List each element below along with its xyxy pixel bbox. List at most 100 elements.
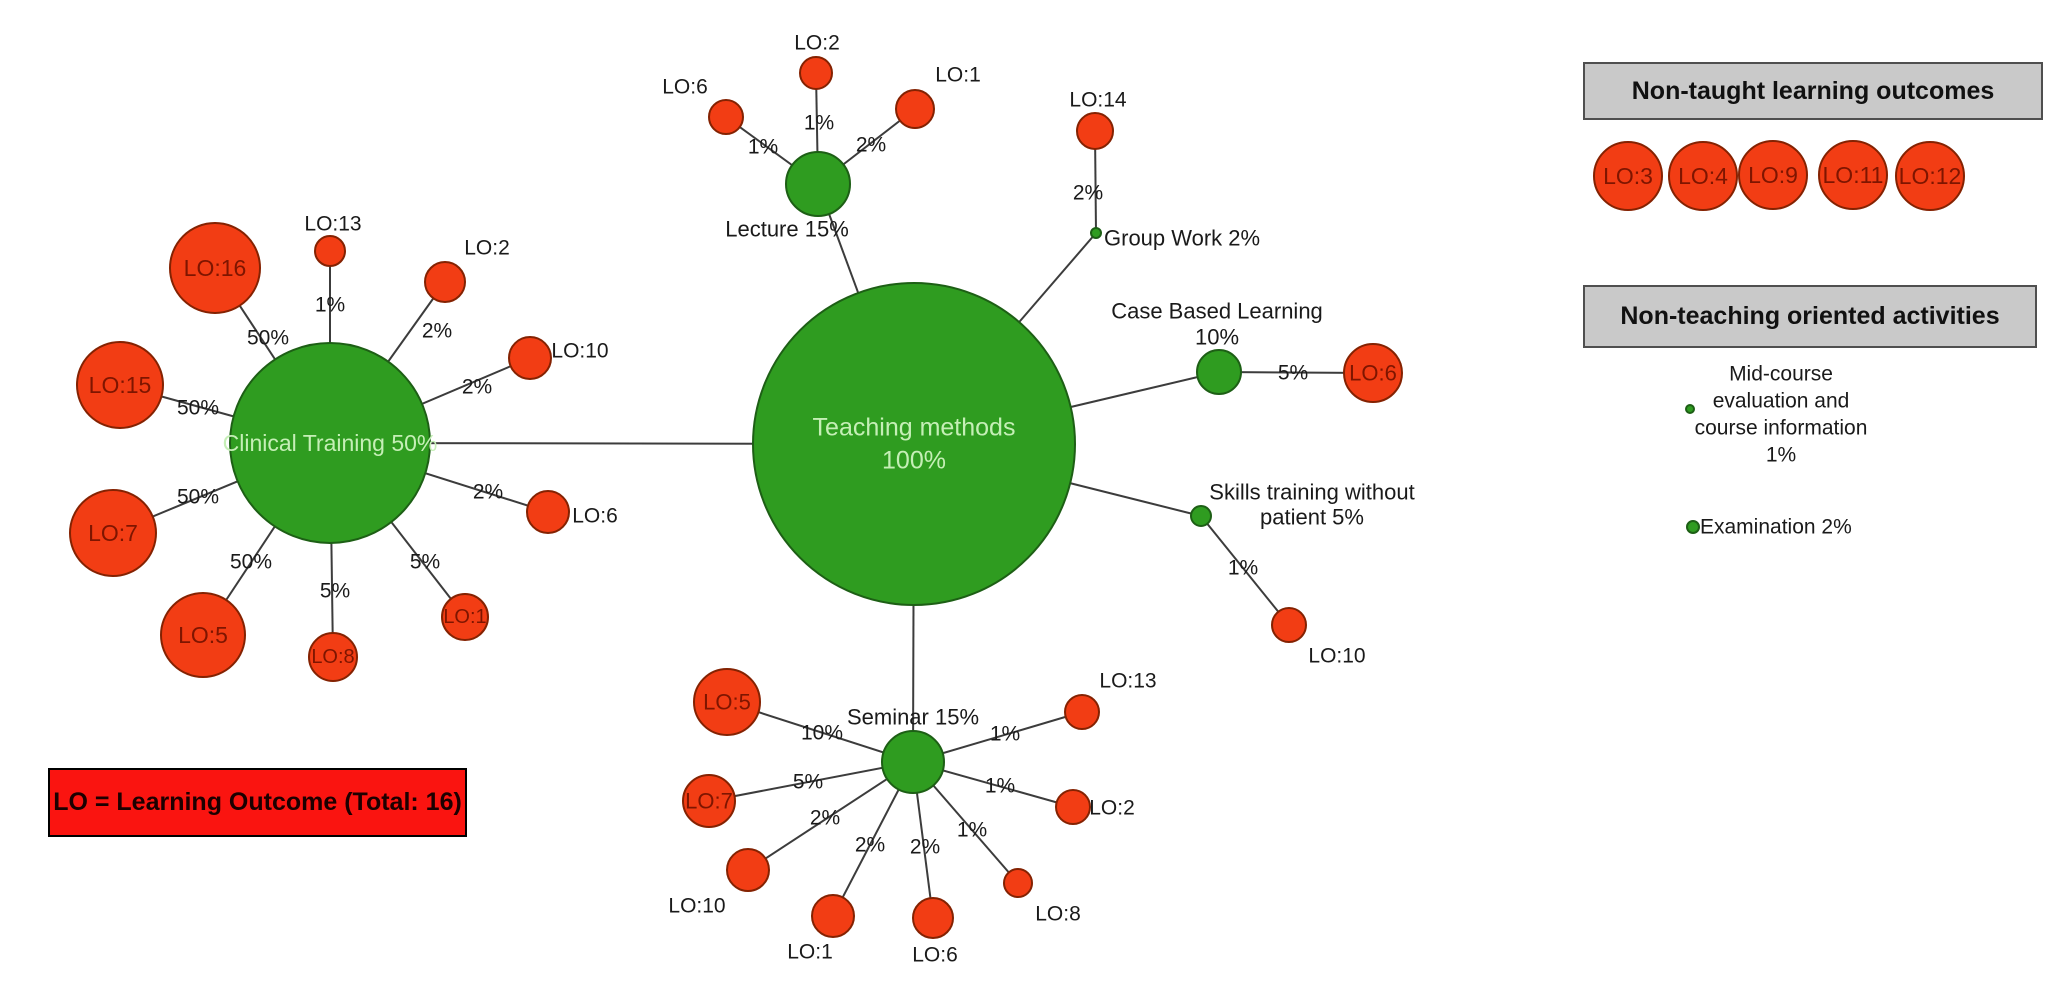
node-label-nt-lo12: LO:12 <box>1899 163 1962 189</box>
seminar-lo1-label: LO:1 <box>787 941 833 964</box>
edge-label-seminar-seminar-lo8: 1% <box>957 819 987 842</box>
node-label-clinical-lo7: LO:7 <box>88 520 138 546</box>
edge-label-skills-training-skills-lo10: 1% <box>1228 557 1258 580</box>
node-seminar-lo6 <box>912 897 954 939</box>
node-seminar-lo10 <box>726 848 770 892</box>
edge-label-clinical-training-clinical-lo13: 1% <box>315 294 345 317</box>
edge-label-clinical-training-clinical-lo1: 5% <box>410 551 440 574</box>
clinical-lo2-label: LO:2 <box>464 237 510 260</box>
edge-seminar-seminar-lo7 <box>708 761 914 802</box>
edge-label-lecture-lecture-lo1: 2% <box>856 134 886 157</box>
node-clinical-lo10 <box>508 336 552 380</box>
node-label-cbl-lo6: LO:6 <box>1349 361 1397 386</box>
edge-label-seminar-seminar-lo6: 2% <box>910 836 940 859</box>
node-examination-dot <box>1686 520 1700 534</box>
node-nt-lo9 <box>1738 140 1808 210</box>
edge-label-lecture-lecture-lo6: 1% <box>748 136 778 159</box>
node-clinical-lo15 <box>76 341 164 429</box>
edge-label-group-work-gw-lo14: 2% <box>1073 182 1103 205</box>
node-lecture-lo1 <box>895 89 935 129</box>
node-clinical-lo8 <box>308 632 358 682</box>
edge-label-seminar-seminar-lo5: 10% <box>801 722 843 745</box>
node-label-clinical-lo8: LO:8 <box>311 646 354 668</box>
edge-label-clinical-training-clinical-lo2: 2% <box>422 320 452 343</box>
seminar-lo2-label: LO:2 <box>1089 797 1135 820</box>
non-teaching-activities-header: Non-teaching oriented activities <box>1583 285 2037 348</box>
node-clinical-lo5 <box>160 592 246 678</box>
midcourse-label-line-4: 1% <box>1766 444 1796 467</box>
node-label-nt-lo11: LO:11 <box>1823 162 1884 188</box>
edge-label-seminar-seminar-lo1: 2% <box>855 834 885 857</box>
seminar-lo10-label: LO:10 <box>668 895 725 918</box>
node-seminar-lo1 <box>811 894 855 938</box>
non-taught-outcomes-title: Non-taught learning outcomes <box>1631 76 1995 105</box>
edge-label-seminar-seminar-lo10: 2% <box>810 807 840 830</box>
edge-label-seminar-seminar-lo2: 1% <box>985 775 1015 798</box>
lecture-lo1-label: LO:1 <box>935 64 981 87</box>
node-clinical-lo6 <box>526 490 570 534</box>
gw-lo14-label: LO:14 <box>1069 89 1127 112</box>
edge-label-case-based-learning-cbl-lo6: 5% <box>1278 362 1308 385</box>
node-clinical-lo7 <box>69 489 157 577</box>
legend-text: LO = Learning Outcome (Total: 16) <box>53 788 462 816</box>
node-seminar-lo7 <box>682 774 736 828</box>
node-label-nt-lo9: LO:9 <box>1748 162 1798 188</box>
edge-label-clinical-training-clinical-lo8: 5% <box>320 580 350 603</box>
node-midcourse-dot <box>1685 404 1695 414</box>
node-nt-lo3 <box>1593 141 1663 211</box>
skills-label-line-2: patient 5% <box>1260 505 1364 530</box>
node-nt-lo12 <box>1895 141 1965 211</box>
node-label-seminar-lo7: LO:7 <box>685 789 733 814</box>
node-label-clinical-lo5: LO:5 <box>178 622 228 648</box>
seminar-lo6-label: LO:6 <box>912 944 958 967</box>
node-clinical-training <box>229 342 431 544</box>
node-case-based-learning <box>1196 349 1242 395</box>
edge-label-clinical-training-clinical-lo10: 2% <box>462 376 492 399</box>
edge-label-clinical-training-clinical-lo15: 50% <box>177 397 219 420</box>
lecture-lo2-label: LO:2 <box>794 32 840 55</box>
node-seminar <box>881 730 945 794</box>
seminar-lo8-label: LO:8 <box>1035 903 1081 926</box>
node-seminar-lo8 <box>1003 868 1033 898</box>
cbl-label-line-1: Case Based Learning <box>1111 299 1323 324</box>
edge-skills-training-skills-lo10 <box>1200 515 1290 626</box>
midcourse-label-line-2: evaluation and <box>1713 390 1850 413</box>
node-label-nt-lo3: LO:3 <box>1603 163 1653 189</box>
edge-label-clinical-training-clinical-lo6: 2% <box>473 481 503 504</box>
node-lecture-lo2 <box>799 56 833 90</box>
non-taught-outcomes-header: Non-taught learning outcomes <box>1583 62 2043 120</box>
cbl-label-line-2: 10% <box>1195 325 1239 350</box>
node-teaching-methods <box>752 282 1076 606</box>
node-lecture-lo6 <box>708 99 744 135</box>
non-teaching-activities-title: Non-teaching oriented activities <box>1620 302 2000 330</box>
node-nt-lo11 <box>1818 140 1888 210</box>
node-skills-lo10 <box>1271 607 1307 643</box>
midcourse-label-line-1: Mid-course <box>1729 363 1833 386</box>
lecture-lo6-label: LO:6 <box>662 76 708 99</box>
node-label-clinical-lo16: LO:16 <box>184 255 247 281</box>
clinical-lo6-label: LO:6 <box>572 505 618 528</box>
node-clinical-lo2 <box>424 261 466 303</box>
edge-label-lecture-lecture-lo2: 1% <box>804 112 834 135</box>
node-label-clinical-lo1: LO:1 <box>443 606 486 628</box>
edge-seminar-seminar-lo10 <box>747 761 914 871</box>
node-skills-training <box>1190 505 1212 527</box>
clinical-lo10-label: LO:10 <box>551 340 608 363</box>
midcourse-label-line-3: course information <box>1695 417 1868 440</box>
node-label-clinical-training: Clinical Training 50% <box>223 430 438 456</box>
node-clinical-lo1 <box>441 593 489 641</box>
clinical-lo13-label: LO:13 <box>304 213 361 236</box>
node-label-seminar-lo5: LO:5 <box>703 690 751 715</box>
node-clinical-lo16 <box>169 222 261 314</box>
lecture-label: Lecture 15% <box>725 217 849 242</box>
node-seminar-lo13 <box>1064 694 1100 730</box>
node-label-teaching-methods-line-2: 100% <box>882 447 946 475</box>
edge-label-clinical-training-clinical-lo7: 50% <box>177 486 219 509</box>
edge-label-clinical-training-clinical-lo5: 50% <box>230 551 272 574</box>
legend-box: LO = Learning Outcome (Total: 16) <box>48 768 467 837</box>
seminar-label: Seminar 15% <box>847 705 979 730</box>
edge-label-clinical-training-clinical-lo16: 50% <box>247 327 289 350</box>
seminar-lo13-label: LO:13 <box>1099 670 1156 693</box>
